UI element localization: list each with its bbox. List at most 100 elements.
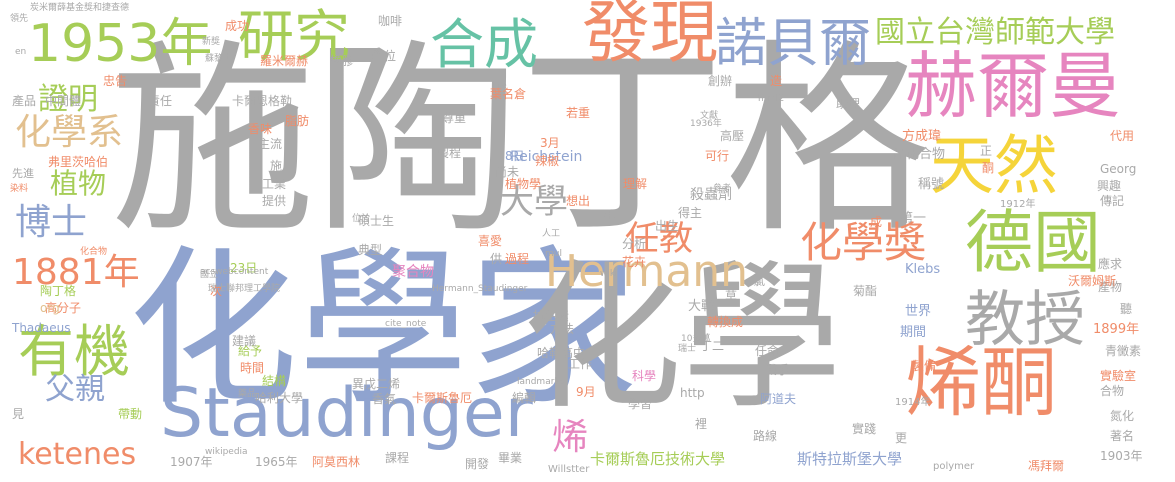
cloud-word: 方成瑋	[902, 130, 941, 143]
cloud-word: 傳記	[1100, 195, 1124, 207]
cloud-word: 1914年	[895, 398, 930, 408]
cloud-word: 植物學	[505, 178, 541, 190]
cloud-word: 烯酮	[905, 345, 1057, 421]
cloud-word: 脂肪	[285, 115, 309, 127]
cloud-word: 出生	[655, 220, 679, 232]
cloud-word: 分析	[622, 238, 646, 250]
cloud-word: 卡爾恩格勒	[232, 95, 292, 107]
cloud-word: 學位	[372, 50, 396, 62]
cloud-word: html2	[758, 95, 784, 104]
cloud-word: 成功	[225, 20, 249, 32]
cloud-word: 炭米爾薛基金獎和捷查德	[30, 4, 129, 13]
cloud-word: en	[15, 48, 26, 57]
cloud-word: 品化合物	[893, 148, 945, 161]
cloud-word: 正	[980, 145, 992, 157]
cloud-word: 若重	[566, 107, 590, 119]
cloud-word: 花卉	[622, 256, 646, 268]
cloud-word: 戰爭	[765, 364, 789, 376]
cloud-word: 1907年	[170, 456, 213, 468]
cloud-word: mul	[545, 250, 562, 259]
cloud-word: Staudinger	[160, 380, 533, 448]
cloud-word: 大戰	[688, 300, 714, 313]
cloud-word: 3月	[540, 137, 560, 149]
cloud-word: 發現	[582, 0, 718, 68]
cloud-word: 興趣	[1097, 180, 1121, 192]
cloud-word: 羅米爾赫	[260, 55, 308, 67]
cloud-word: 合物	[1100, 385, 1124, 397]
cloud-word: 抗生素	[533, 310, 569, 322]
cloud-word: 1912年	[1000, 200, 1035, 210]
cloud-word: Willstter	[548, 465, 589, 475]
cloud-word: ketenes	[18, 440, 136, 470]
cloud-word: 國立	[200, 271, 218, 280]
cloud-word: 期間	[900, 326, 926, 339]
cloud-word: 聽	[1120, 303, 1132, 315]
cloud-word: wikipedia	[205, 448, 248, 457]
cloud-word: 諾貝爾	[715, 18, 871, 70]
cloud-word: cite_note	[385, 320, 426, 329]
cloud-word: 稱號	[918, 178, 944, 191]
cloud-word: 第一	[900, 212, 926, 225]
cloud-word: 1936年	[690, 120, 722, 129]
cloud-word: 父親	[45, 375, 105, 405]
cloud-word: 先進	[12, 168, 34, 179]
cloud-word: 聚合物	[392, 265, 434, 279]
cloud-word: 高壓	[720, 130, 744, 142]
cloud-word: 化學系	[15, 115, 123, 151]
cloud-word: 科學	[632, 370, 656, 382]
cloud-word: 人工	[542, 230, 560, 239]
cloud-word: 成	[870, 216, 882, 228]
cloud-word: 新獎	[202, 38, 220, 47]
cloud-word: 1903年	[1100, 450, 1143, 462]
cloud-word: 9月	[576, 386, 596, 398]
cloud-word: 卡爾斯魯厄	[412, 392, 472, 404]
cloud-word: 任命	[755, 345, 779, 357]
cloud-word: 草	[725, 290, 737, 302]
cloud-word: 代用	[1110, 130, 1134, 142]
cloud-word: 氯	[753, 275, 765, 287]
cloud-word: 製程	[437, 147, 461, 159]
cloud-word: 沃爾姆斯	[1068, 275, 1116, 287]
cloud-word: 製備	[912, 360, 936, 372]
cloud-word: 馮拜爾	[1028, 460, 1064, 472]
cloud-word: landmarks	[517, 378, 564, 387]
cloud-word: Hermann_Staudinger	[432, 285, 527, 294]
cloud-word: 典型	[358, 244, 382, 256]
cloud-word: 博士	[15, 205, 87, 241]
cloud-word: 1965年	[255, 456, 298, 468]
cloud-word: 染料	[10, 185, 28, 194]
cloud-word: 提供	[262, 195, 286, 207]
cloud-word: 產品	[12, 95, 36, 107]
cloud-word: 哈利大學	[255, 392, 303, 404]
cloud-word: 1899年	[1093, 323, 1139, 336]
cloud-word: 蘇黎世	[205, 55, 232, 64]
cloud-word: 位於	[352, 215, 370, 224]
cloud-word: 斯特拉斯堡大學	[797, 452, 902, 467]
cloud-word: 得主	[678, 207, 702, 219]
cloud-word: 阿道夫	[760, 393, 796, 405]
cloud-word: 理解	[623, 178, 647, 190]
cloud-word: 阿莫西林	[312, 456, 360, 468]
cloud-word: 化合物	[80, 248, 107, 257]
cloud-word: 德國	[965, 210, 1101, 278]
cloud-word: 施	[270, 160, 282, 172]
cloud-word: 編輯	[512, 392, 536, 404]
cloud-word: 實踐	[852, 423, 876, 435]
cloud-word: 學習	[628, 398, 652, 410]
cloud-word: 香味	[248, 123, 272, 135]
cloud-word: 想出	[566, 195, 590, 207]
cloud-word: 喜愛	[478, 235, 502, 247]
cloud-word: org	[40, 302, 60, 314]
cloud-word: 8日	[505, 150, 525, 162]
cloud-word: 合成	[430, 18, 538, 72]
cloud-word: 責任	[148, 95, 172, 107]
cloud-word: 畢業	[498, 452, 522, 464]
cloud-word: 著名	[1110, 430, 1134, 442]
cloud-word: 工業	[262, 178, 286, 190]
cloud-word: 忠告	[103, 75, 127, 87]
cloud-word: 卡爾斯魯厄技術大學	[590, 452, 725, 467]
cloud-word: 轉換成	[707, 316, 743, 328]
cloud-word: 供	[490, 253, 502, 265]
cloud-word: 應求	[1098, 258, 1122, 270]
